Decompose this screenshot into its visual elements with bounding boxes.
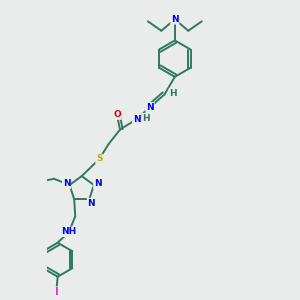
Text: N: N	[63, 179, 70, 188]
Text: O: O	[113, 110, 121, 119]
Text: N: N	[133, 115, 140, 124]
Text: N: N	[94, 179, 101, 188]
Text: N: N	[171, 15, 178, 24]
Text: I: I	[55, 287, 59, 297]
Text: N: N	[88, 199, 95, 208]
Text: S: S	[96, 154, 103, 164]
Text: NH: NH	[61, 227, 77, 236]
Text: N: N	[146, 103, 154, 112]
Text: H: H	[169, 89, 177, 98]
Text: H: H	[142, 114, 150, 123]
